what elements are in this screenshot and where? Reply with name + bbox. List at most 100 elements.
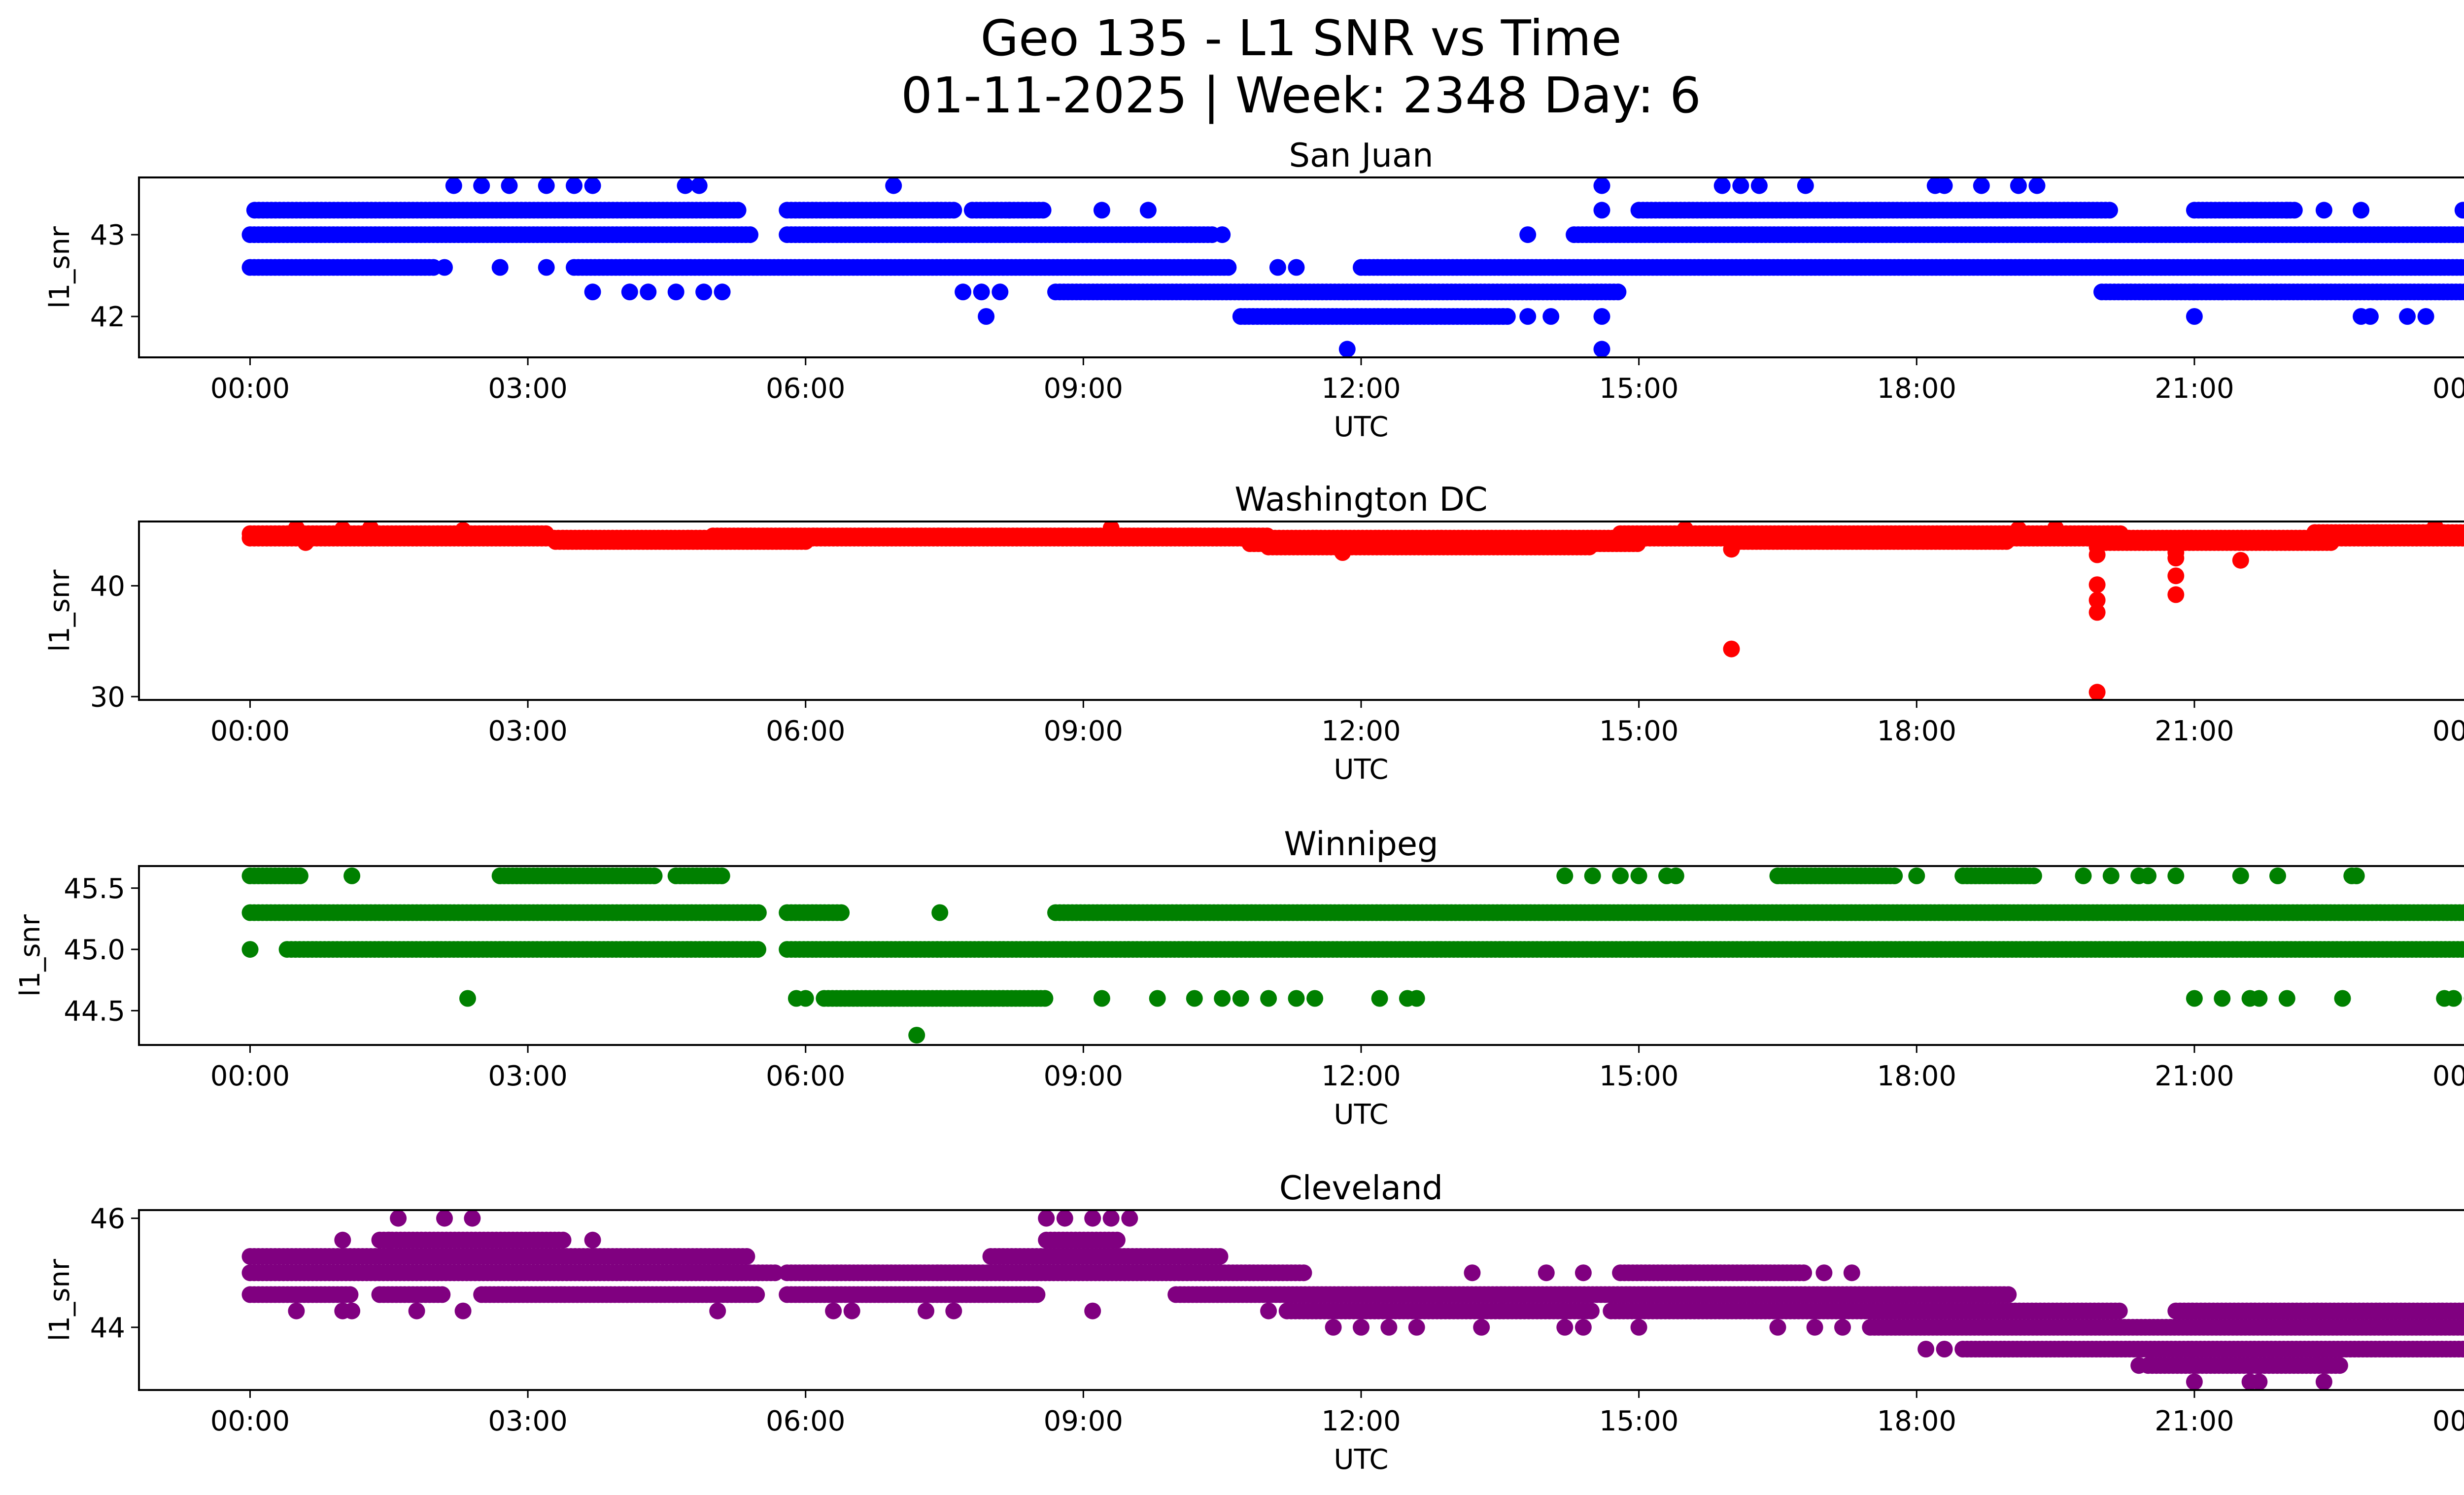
- data-point: [342, 1286, 359, 1303]
- data-point: [2348, 867, 2365, 884]
- data-point: [1581, 538, 1598, 556]
- subplot-san-juan: San Juan 42 43 00:00 03:00 06:00 09:00 12:00 15:…: [44, 136, 2464, 443]
- x-tick-label: 06:00: [766, 715, 845, 747]
- data-point: [973, 283, 990, 301]
- data-point: [2458, 941, 2464, 958]
- subplot-title: San Juan: [1289, 136, 1433, 174]
- data-point: [2462, 943, 2464, 955]
- data-point: [1288, 259, 1305, 276]
- data-point: [473, 177, 490, 194]
- data-point: [1677, 522, 1694, 538]
- y-tick-label: 43: [90, 219, 125, 251]
- data-point: [1149, 990, 1166, 1007]
- data-point: [584, 283, 601, 301]
- data-point: [2102, 867, 2120, 884]
- data-point: [584, 177, 601, 194]
- data-point: [2232, 867, 2249, 884]
- data-point: [566, 177, 582, 194]
- data-point: [2461, 228, 2464, 241]
- data-point: [362, 522, 379, 537]
- data-point: [1028, 1286, 1046, 1303]
- data-point: [2315, 202, 2332, 219]
- y-tick-label: 42: [90, 301, 125, 333]
- data-point: [2167, 567, 2185, 585]
- data-point: [2167, 586, 2185, 603]
- data-point: [690, 177, 708, 194]
- data-point: [1713, 177, 1731, 194]
- x-tick-label: 06:00: [766, 373, 845, 405]
- data-point: [2088, 604, 2106, 621]
- y-tick-label: 45.0: [64, 934, 125, 966]
- x-tick-label: 21:00: [2155, 373, 2234, 405]
- data-point: [2047, 522, 2064, 537]
- data-point: [1936, 177, 1953, 194]
- data-point: [1998, 533, 2015, 550]
- data-point: [2214, 990, 2231, 1007]
- data-point: [748, 1286, 765, 1303]
- x-tick-label: 12:00: [1321, 373, 1401, 405]
- data-point: [1612, 867, 1629, 884]
- data-point: [1593, 308, 1610, 325]
- data-point: [2010, 177, 2027, 194]
- data-point: [2461, 525, 2464, 540]
- x-tick-label: 00:00: [2432, 373, 2464, 405]
- y-tick-label: 30: [90, 681, 125, 713]
- data-point: [640, 283, 657, 301]
- data-point: [2214, 283, 2231, 301]
- data-point: [2088, 684, 2106, 700]
- data-point: [2323, 534, 2339, 551]
- x-tick-label: 06:00: [766, 1060, 845, 1092]
- data-point: [885, 177, 902, 194]
- data-point: [1519, 226, 1537, 243]
- data-point: [2186, 990, 2203, 1007]
- data-point: [2186, 283, 2203, 301]
- x-axis-label: UTC: [1334, 411, 1388, 443]
- data-point: [978, 308, 995, 325]
- data-point: [2186, 308, 2203, 325]
- data-point: [1288, 990, 1305, 1007]
- x-tick-label: 00:00: [2432, 715, 2464, 747]
- data-point: [297, 534, 314, 551]
- data-point: [2457, 226, 2464, 243]
- x-tick-label: 15:00: [1599, 373, 1678, 405]
- data-point: [2463, 206, 2464, 214]
- data-point: [667, 283, 684, 301]
- data-point: [1102, 522, 1120, 537]
- data-point: [2269, 867, 2286, 884]
- scatter-points: [241, 867, 2464, 1044]
- data-point: [2460, 284, 2464, 299]
- data-point: [1630, 867, 1647, 884]
- data-point: [742, 226, 758, 243]
- subplot-title: Washington DC: [1234, 480, 1487, 519]
- data-point: [1338, 341, 1356, 357]
- data-point: [931, 904, 949, 921]
- x-tick-label: 03:00: [488, 373, 567, 405]
- data-point: [1908, 867, 1925, 884]
- data-point: [750, 941, 766, 958]
- data-point: [1723, 541, 1740, 558]
- data-point: [1214, 226, 1231, 243]
- data-point: [2427, 522, 2444, 536]
- x-tick-label: 21:00: [2155, 715, 2234, 747]
- data-point: [1232, 990, 1249, 1007]
- data-point: [491, 259, 509, 276]
- data-point: [646, 867, 663, 884]
- data-point: [2417, 308, 2434, 325]
- data-point: [436, 259, 453, 276]
- data-point: [2278, 202, 2295, 219]
- data-point: [1584, 867, 1601, 884]
- data-point: [1371, 990, 1388, 1007]
- data-point: [2445, 990, 2462, 1007]
- x-tick-label: 21:00: [2155, 1060, 2234, 1092]
- data-point: [945, 202, 962, 219]
- data-point: [797, 990, 814, 1007]
- data-point: [1139, 202, 1157, 219]
- x-tick-label: 09:00: [1044, 1060, 1123, 1092]
- x-tick-label: 00:00: [210, 715, 290, 747]
- x-tick-label: 09:00: [1044, 373, 1123, 405]
- data-point: [2361, 308, 2379, 325]
- data-point: [1211, 1248, 1229, 1265]
- data-point: [695, 283, 713, 301]
